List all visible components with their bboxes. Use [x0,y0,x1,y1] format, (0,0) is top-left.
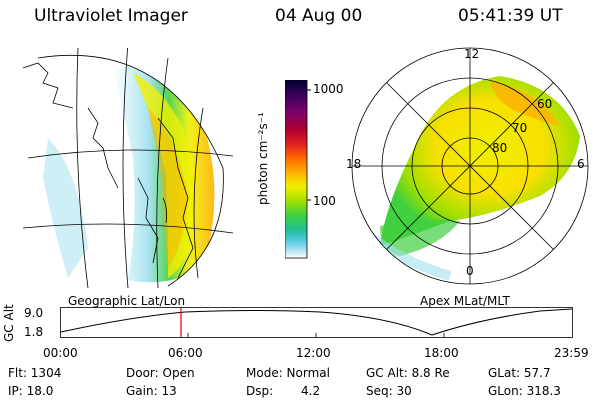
geographic-longitude: GLon: 318.3 [488,384,561,398]
timeline-tick-0600: 06:00 [168,346,203,360]
flight-number: Flt: 1304 [8,366,62,380]
gc-altitude: GC Alt: 8.8 Re [366,366,450,380]
orbit-altitude-timeline [60,307,573,338]
mlat-label-60: 60 [537,97,553,111]
colorbar-tick-1000: 1000 [313,82,344,96]
ip-value: IP: 18.0 [8,384,54,398]
left-panel-caption: Geographic Lat/Lon [68,294,186,308]
mlat-label-80: 80 [492,141,508,155]
instrument-title: Ultraviolet Imager [34,6,188,26]
mlt-label-6: 6 [577,157,585,171]
geographic-auroral-image [22,48,234,288]
mlt-label-0: 0 [466,264,474,278]
dsp-label: Dsp: [246,384,274,398]
colorbar-tick-100: 100 [313,194,336,208]
right-panel-caption: Apex MLat/MLT [420,294,510,308]
door-status: Door: Open [126,366,195,380]
timeline-ymax: 9.0 [24,306,44,320]
mlt-label-18: 18 [346,157,362,171]
timeline-tick-1800: 18:00 [424,346,459,360]
timeline-ylabel: GC Alt [2,304,16,342]
sequence-number: Seq: 30 [366,384,412,398]
timeline-ymin: 1.8 [24,325,44,339]
colorbar-unit-label: photon cm⁻²s⁻¹ [256,112,270,205]
polar-auroral-image [351,47,589,285]
timeline-tick-0000: 00:00 [43,346,78,360]
date-label: 04 Aug 00 [275,6,363,26]
gain-value: Gain: 13 [126,384,177,398]
dsp-value: 4.2 [301,384,321,398]
mlt-label-12: 12 [464,47,480,61]
time-label: 05:41:39 UT [458,6,563,26]
timeline-tick-2359: 23:59 [554,346,589,360]
intensity-colorbar [285,80,311,259]
mode-value: Mode: Normal [246,366,330,380]
geographic-latitude: GLat: 57.7 [488,366,551,380]
mlat-label-70: 70 [512,121,528,135]
timeline-tick-1200: 12:00 [296,346,331,360]
